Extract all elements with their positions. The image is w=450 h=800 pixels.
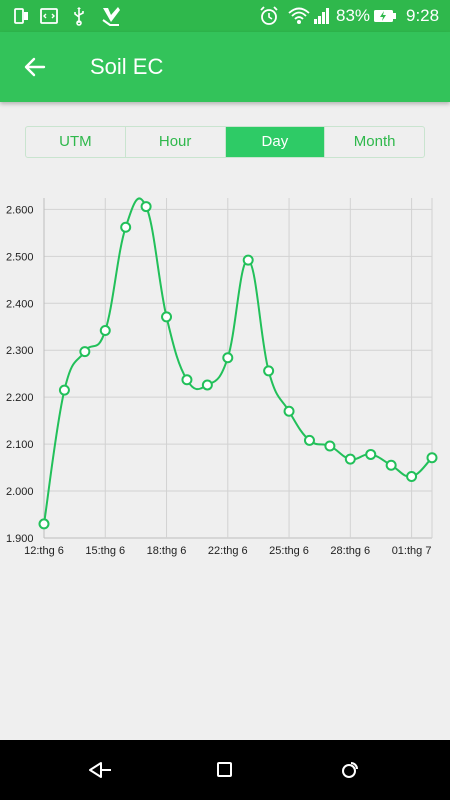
data-point — [385, 459, 397, 471]
period-tabs: UTM Hour Day Month — [25, 126, 425, 158]
tab-month[interactable]: Month — [353, 133, 396, 150]
clock: 9:28 — [406, 6, 440, 25]
data-point — [181, 374, 193, 386]
x-tick-label: 22:thg 6 — [208, 545, 248, 557]
x-tick-label: 28:thg 6 — [330, 545, 370, 557]
data-point — [303, 434, 315, 446]
signal-icon — [312, 0, 332, 32]
y-tick-label: 2.400 — [6, 298, 34, 310]
back-button[interactable] — [14, 46, 56, 88]
status-bar: 83% 9:28 — [0, 0, 450, 32]
nav-back-icon — [89, 762, 111, 778]
data-point — [365, 448, 377, 460]
sim-icon — [8, 0, 34, 32]
data-point — [38, 518, 50, 530]
data-point — [263, 365, 275, 377]
nav-recents-button[interactable] — [320, 740, 380, 800]
app-check-icon — [96, 0, 126, 32]
data-point — [283, 405, 295, 417]
y-tick-label: 2.100 — [6, 439, 34, 451]
series-line — [43, 197, 433, 525]
arrow-left-icon — [24, 57, 46, 77]
battery-percent: 83% — [336, 6, 371, 25]
tab-utm[interactable]: UTM — [26, 127, 126, 157]
nav-home-icon — [217, 762, 232, 777]
data-point — [120, 221, 132, 233]
usb-icon — [66, 0, 92, 32]
battery-charging-icon — [372, 0, 398, 32]
x-tick-label: 12:thg 6 — [24, 545, 64, 557]
wifi-icon — [286, 0, 312, 32]
x-tick-label: 25:thg 6 — [269, 545, 309, 557]
data-point — [344, 453, 356, 465]
nav-home-button[interactable] — [195, 740, 255, 800]
soil-ec-chart: 1.900 2.000 2.100 2.200 2.300 2.400 2.500 2.600… — [0, 180, 450, 570]
code-icon — [36, 0, 62, 32]
data-point — [161, 311, 173, 323]
app-bar: Soil EC — [0, 32, 450, 102]
x-tick-label: 01:thg 7 — [392, 545, 432, 557]
x-tick-label: 18:thg 6 — [147, 545, 187, 557]
data-point — [324, 440, 336, 452]
y-tick-label: 2.500 — [6, 251, 34, 263]
data-point — [406, 471, 418, 483]
data-point — [99, 325, 111, 337]
nav-back-button[interactable] — [70, 740, 130, 800]
y-tick-label: 2.200 — [6, 392, 34, 404]
data-point — [79, 346, 91, 358]
y-tick-label: 2.600 — [6, 204, 34, 216]
tab-hour[interactable]: Hour — [126, 127, 226, 157]
x-tick-label: 15:thg 6 — [85, 545, 125, 557]
tab-day[interactable]: Day — [225, 127, 326, 157]
y-tick-label: 2.000 — [6, 486, 34, 498]
alarm-icon — [256, 0, 282, 32]
data-point — [140, 201, 152, 213]
y-tick-label: 2.300 — [6, 345, 34, 357]
data-point — [242, 254, 254, 266]
navigation-bar — [0, 740, 450, 800]
data-point — [58, 384, 70, 396]
y-tick-label: 1.900 — [6, 533, 34, 545]
data-point — [222, 352, 234, 364]
data-point — [426, 452, 438, 464]
line-chart: 1.900 2.000 2.100 2.200 2.300 2.400 2.500 2.600… — [6, 197, 438, 557]
nav-recents-icon — [342, 762, 358, 778]
page-title: Soil EC — [90, 54, 164, 79]
data-point — [201, 379, 213, 391]
